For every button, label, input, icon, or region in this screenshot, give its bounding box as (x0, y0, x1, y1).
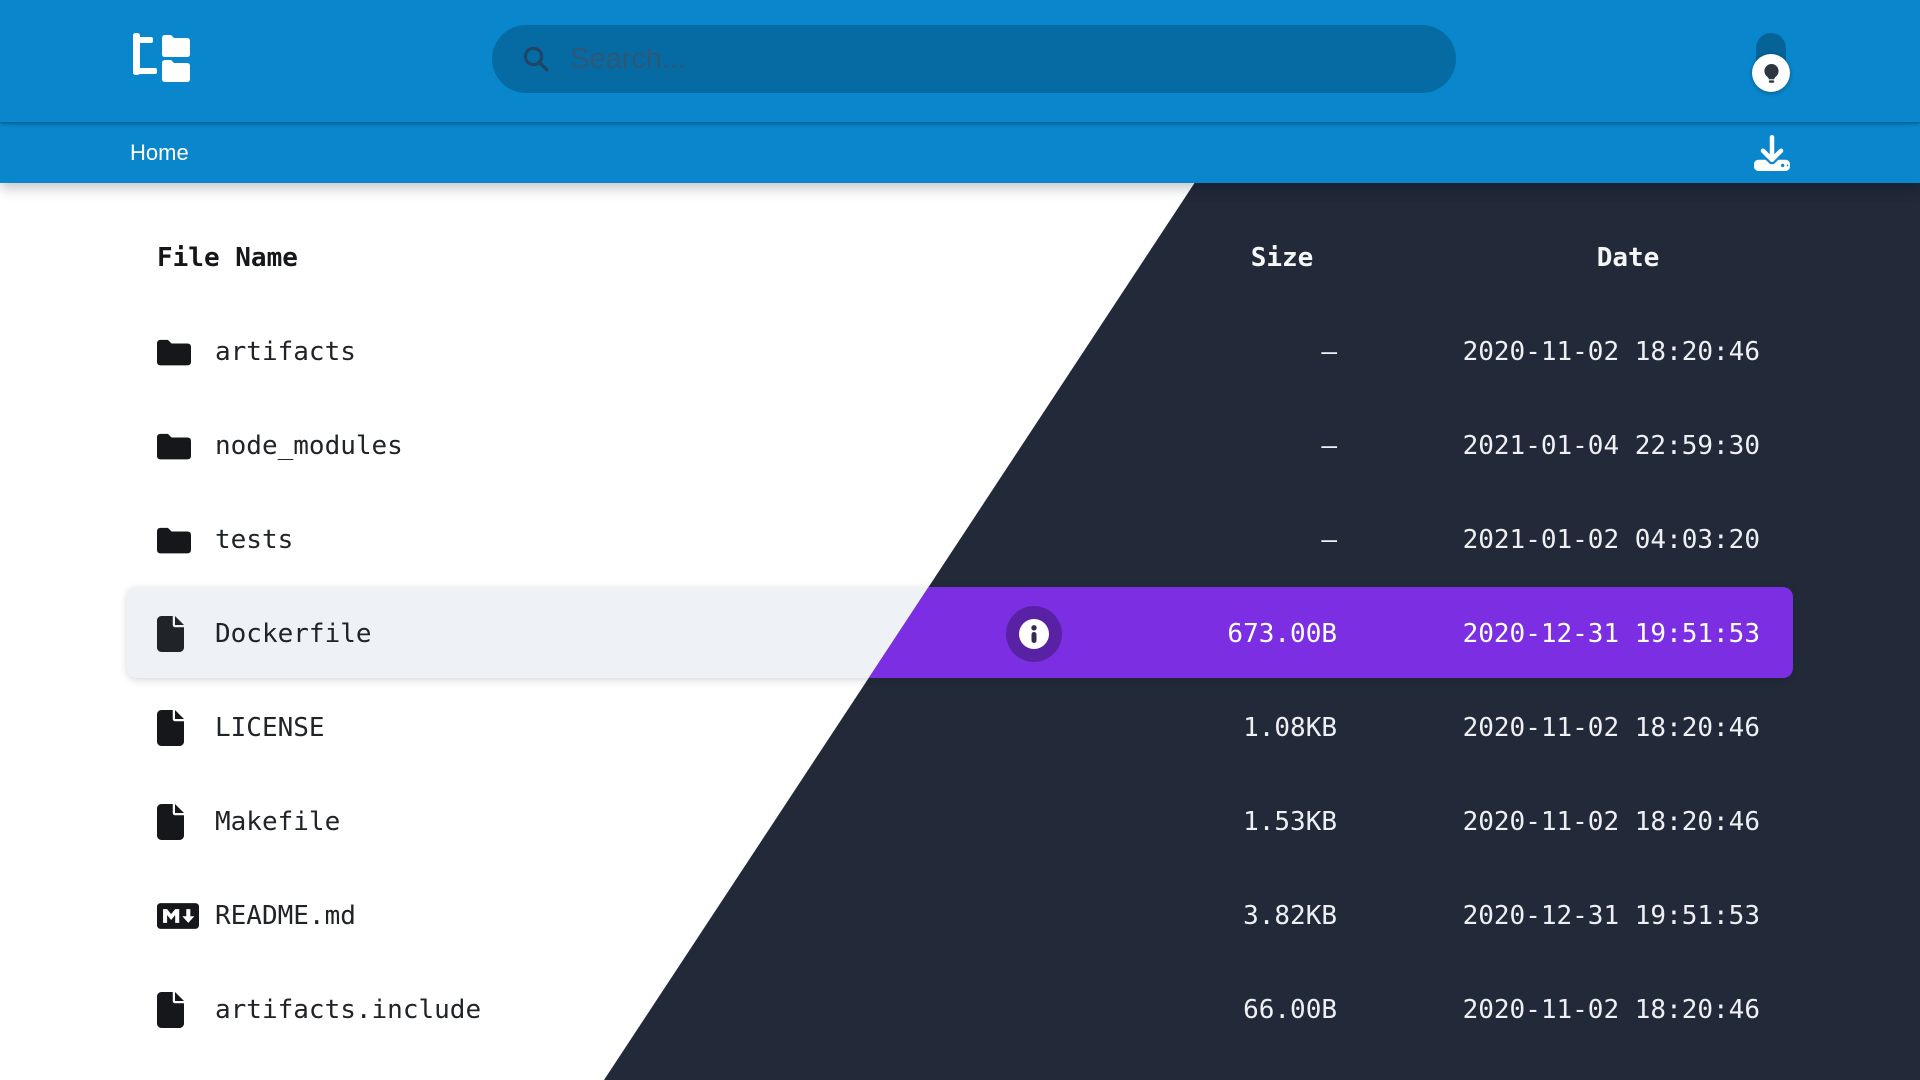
file-size: — (1321, 337, 1337, 367)
file-name[interactable]: artifacts.include (215, 995, 482, 1025)
file-row[interactable]: tests — 2021-01-02 04:03:20 (604, 493, 1793, 587)
file-type-icon-cell (157, 804, 199, 840)
file-size: — (1321, 525, 1337, 555)
file-type-icon-cell (157, 527, 199, 554)
file-size: 673.00B (1227, 619, 1337, 649)
theme-toggle[interactable] (1752, 33, 1790, 92)
file-type-icon-cell (157, 433, 199, 460)
folder-icon (157, 339, 191, 366)
file-date: 2020-11-02 18:20:46 (1462, 995, 1760, 1025)
column-header-file-name[interactable]: File Name (157, 243, 298, 273)
markdown-icon (157, 903, 199, 929)
theme-toggle-knob[interactable] (1752, 54, 1790, 92)
file-name[interactable]: README.md (215, 901, 356, 931)
info-icon (1006, 606, 1062, 662)
file-name[interactable]: tests (215, 525, 294, 555)
file-type-icon-cell (157, 992, 199, 1028)
app-logo[interactable] (133, 33, 190, 83)
breadcrumb-bar: Home (0, 122, 1920, 183)
file-name[interactable]: artifacts (215, 337, 356, 367)
download-icon (1754, 135, 1790, 171)
file-icon (157, 804, 184, 840)
file-date: 2020-12-31 19:51:53 (1462, 901, 1760, 931)
file-icon (157, 616, 184, 652)
file-date: 2020-12-31 19:51:53 (1462, 619, 1760, 649)
file-date: 2021-01-02 04:03:20 (1462, 525, 1760, 555)
column-header-date[interactable]: Date (1596, 243, 1660, 273)
file-row[interactable]: Makefile 1.53KB 2020-11-02 18:20:46 (604, 775, 1793, 869)
file-name[interactable]: node_modules (215, 431, 403, 461)
folder-icon (157, 433, 191, 460)
download-button[interactable] (1752, 135, 1792, 171)
search-box (492, 25, 1456, 93)
top-header-bar (0, 0, 1920, 122)
folder-icon (157, 527, 191, 554)
file-row[interactable]: node_modules — 2021-01-04 22:59:30 (604, 399, 1793, 493)
file-size: 1.08KB (1243, 713, 1337, 743)
file-date: 2021-01-04 22:59:30 (1462, 431, 1760, 461)
file-name[interactable]: Makefile (215, 807, 341, 837)
file-row[interactable]: LICENSE 1.08KB 2020-11-02 18:20:46 (604, 681, 1793, 775)
file-icon (157, 992, 184, 1028)
table-header-row: File Name Size Date (604, 183, 1793, 1080)
file-date: 2020-11-02 18:20:46 (1462, 337, 1760, 367)
file-size: 1.53KB (1243, 807, 1337, 837)
info-button[interactable] (1006, 606, 1062, 662)
file-type-icon-cell (157, 339, 199, 366)
file-size: 3.82KB (1243, 901, 1337, 931)
file-row[interactable]: README.md 3.82KB 2020-12-31 19:51:53 (604, 869, 1793, 963)
file-date: 2020-11-02 18:20:46 (1462, 807, 1760, 837)
file-size: — (1321, 431, 1337, 461)
lightbulb-icon (1763, 63, 1779, 83)
file-row[interactable]: artifacts — 2020-11-02 18:20:46 (604, 305, 1793, 399)
file-name[interactable]: LICENSE (215, 713, 325, 743)
file-date: 2020-11-02 18:20:46 (1462, 713, 1760, 743)
file-type-icon-cell (157, 710, 199, 746)
file-size: 66.00B (1243, 995, 1337, 1025)
file-type-icon-cell (157, 616, 199, 652)
file-type-icon-cell (157, 903, 199, 929)
breadcrumb-home[interactable]: Home (130, 139, 189, 165)
file-icon (157, 710, 184, 746)
file-name[interactable]: Dockerfile (215, 619, 372, 649)
search-input[interactable] (492, 25, 1456, 93)
folder-tree-icon (133, 33, 190, 82)
file-row[interactable]: artifacts.include 66.00B 2020-11-02 18:2… (604, 963, 1793, 1057)
column-header-size[interactable]: Size (1250, 243, 1314, 273)
